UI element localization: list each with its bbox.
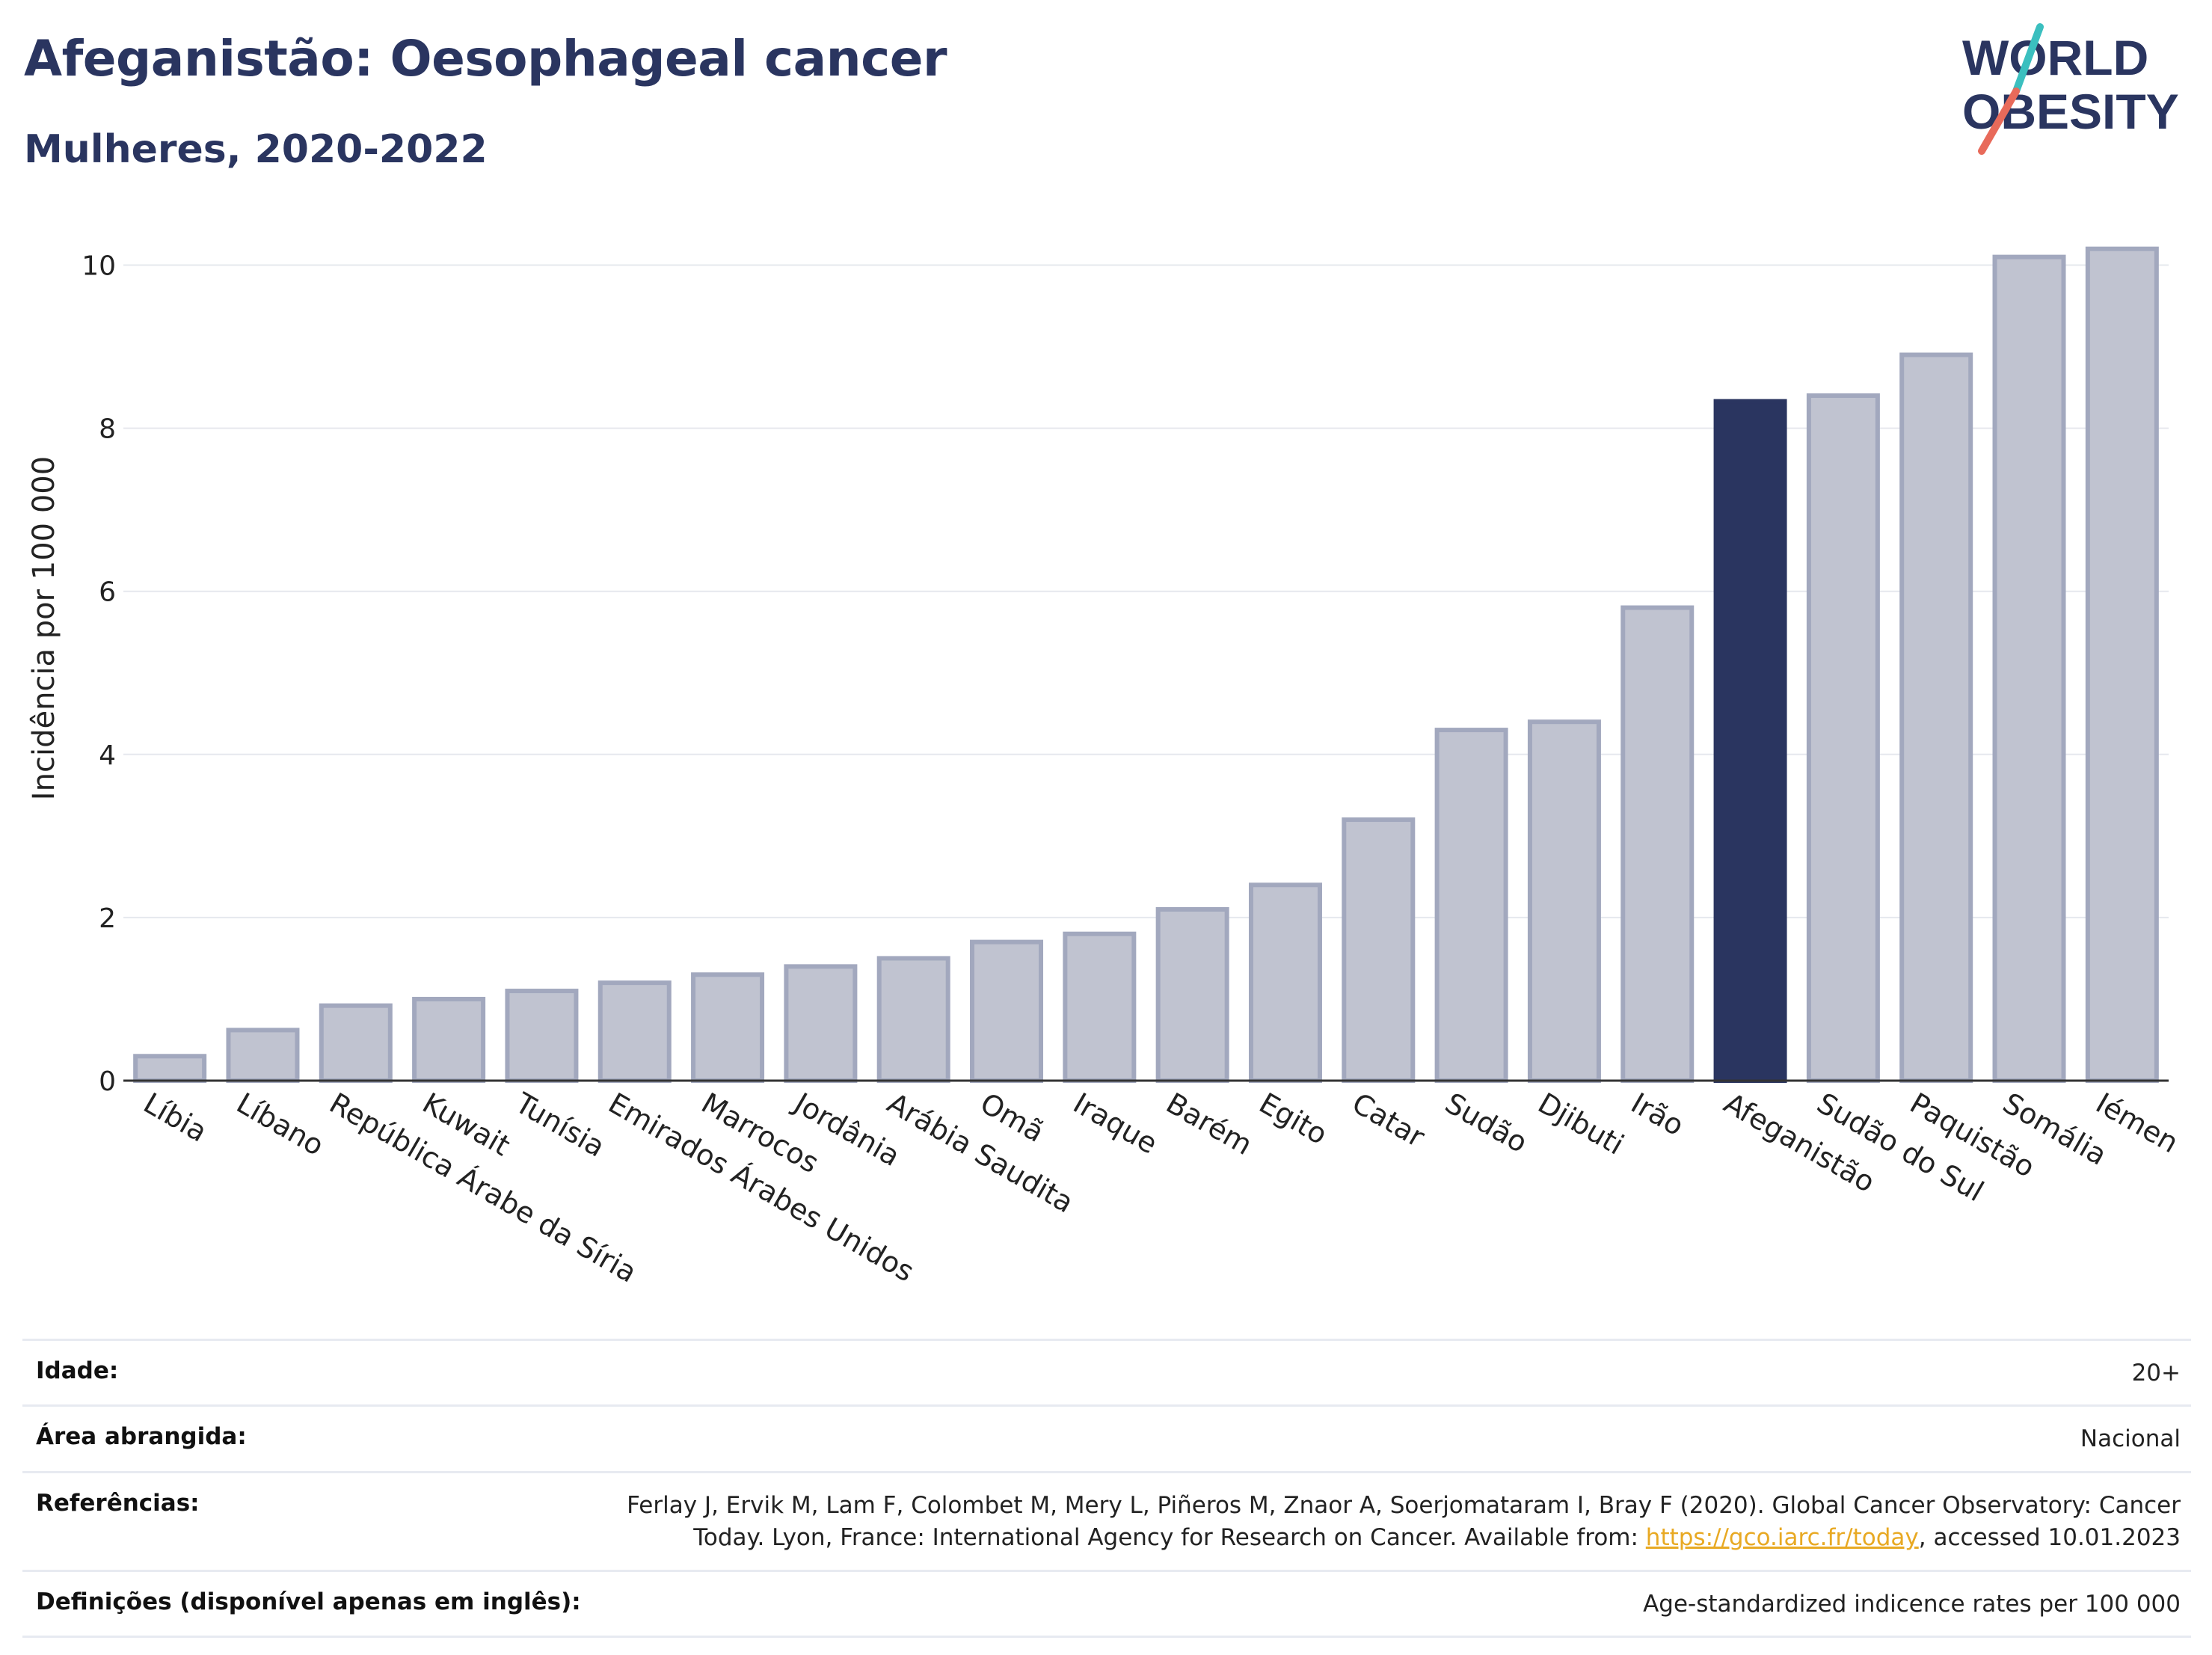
x-tick-label: Líbia — [138, 1087, 213, 1149]
bar — [1806, 393, 1880, 1083]
bar — [133, 1054, 207, 1084]
meta-value: Ferlay J, Ervik M, Lam F, Colombet M, Me… — [573, 1490, 2181, 1555]
bar — [691, 972, 765, 1083]
x-tick-label: Catar — [1347, 1087, 1431, 1154]
reference-text: Ferlay J, Ervik M, Lam F, Colombet M, Me… — [627, 1491, 2181, 1552]
bar — [1155, 907, 1229, 1083]
reference-link[interactable]: https://gco.iarc.fr/today — [1645, 1524, 1919, 1552]
meta-value: Age-standardized indicence rates per 100… — [1643, 1590, 2181, 1618]
x-tick-label: Barém — [1161, 1087, 1258, 1161]
bar — [1342, 817, 1416, 1083]
logo-text-obesity: OBESITY — [1962, 84, 2179, 139]
bar — [226, 1028, 300, 1084]
bar — [412, 996, 486, 1084]
meta-value: 20+ — [2131, 1360, 2181, 1387]
logo-text-world: WORLD — [1962, 30, 2148, 85]
meta-key: Definições (disponível apenas em inglês)… — [36, 1588, 581, 1615]
bar — [876, 956, 950, 1084]
bar — [1248, 882, 1322, 1084]
bar — [2085, 246, 2159, 1084]
x-tick-label: Iraque — [1068, 1087, 1163, 1161]
x-tick-label: Tunísia — [509, 1086, 610, 1164]
metadata-table: Idade: 20+ Área abrangida: Nacional Refe… — [22, 1339, 2191, 1638]
bar — [1992, 254, 2066, 1084]
bar — [597, 980, 672, 1083]
x-tick-label: Irão — [1626, 1087, 1690, 1143]
meta-key: Idade: — [36, 1357, 119, 1384]
bar — [1434, 728, 1508, 1083]
y-axis-label: Incidência por 100 000 — [27, 456, 61, 800]
bar — [1063, 931, 1137, 1083]
bar — [1527, 719, 1601, 1083]
y-tick-label: 4 — [99, 740, 116, 771]
meta-value: Nacional — [2080, 1425, 2181, 1453]
y-tick-label: 2 — [99, 903, 116, 934]
y-tick-label: 8 — [99, 414, 116, 445]
bar — [970, 939, 1044, 1083]
y-tick-labels: 0 2 4 6 8 10 — [82, 251, 116, 1097]
bar — [1620, 605, 1695, 1083]
y-tick-label: 0 — [99, 1066, 116, 1097]
x-tick-label: Djibuti — [1532, 1087, 1629, 1161]
bar-highlighted — [1713, 399, 1787, 1083]
reference-accessed: , accessed 10.01.2023 — [1918, 1524, 2181, 1552]
x-tick-label: Líbano — [231, 1087, 330, 1162]
bar — [784, 964, 858, 1084]
world-obesity-logo: WORLD OBESITY — [1962, 23, 2179, 155]
bar — [505, 989, 579, 1083]
chart-title: Afeganistão: Oesophageal cancer — [24, 30, 947, 87]
bar — [1899, 352, 1973, 1083]
chart-subtitle: Mulheres, 2020-2022 — [24, 127, 488, 172]
bars — [133, 246, 2159, 1084]
x-tick-label: Egito — [1253, 1087, 1333, 1152]
meta-key: Área abrangida: — [36, 1423, 247, 1451]
logo-slash-coral — [1978, 87, 2020, 155]
meta-row-age: Idade: 20+ — [22, 1339, 2191, 1404]
meta-row-definitions: Definições (disponível apenas em inglês)… — [22, 1569, 2191, 1638]
y-tick-label: 10 — [82, 251, 116, 282]
x-tick-label: Sudão — [1440, 1087, 1533, 1160]
meta-key: Referências: — [36, 1489, 200, 1517]
meta-row-area: Área abrangida: Nacional — [22, 1404, 2191, 1470]
logo-slash-teal — [2012, 23, 2044, 95]
y-tick-label: 6 — [99, 577, 116, 608]
bar — [319, 1003, 393, 1083]
meta-row-references: Referências: Ferlay J, Ervik M, Lam F, C… — [22, 1470, 2191, 1570]
